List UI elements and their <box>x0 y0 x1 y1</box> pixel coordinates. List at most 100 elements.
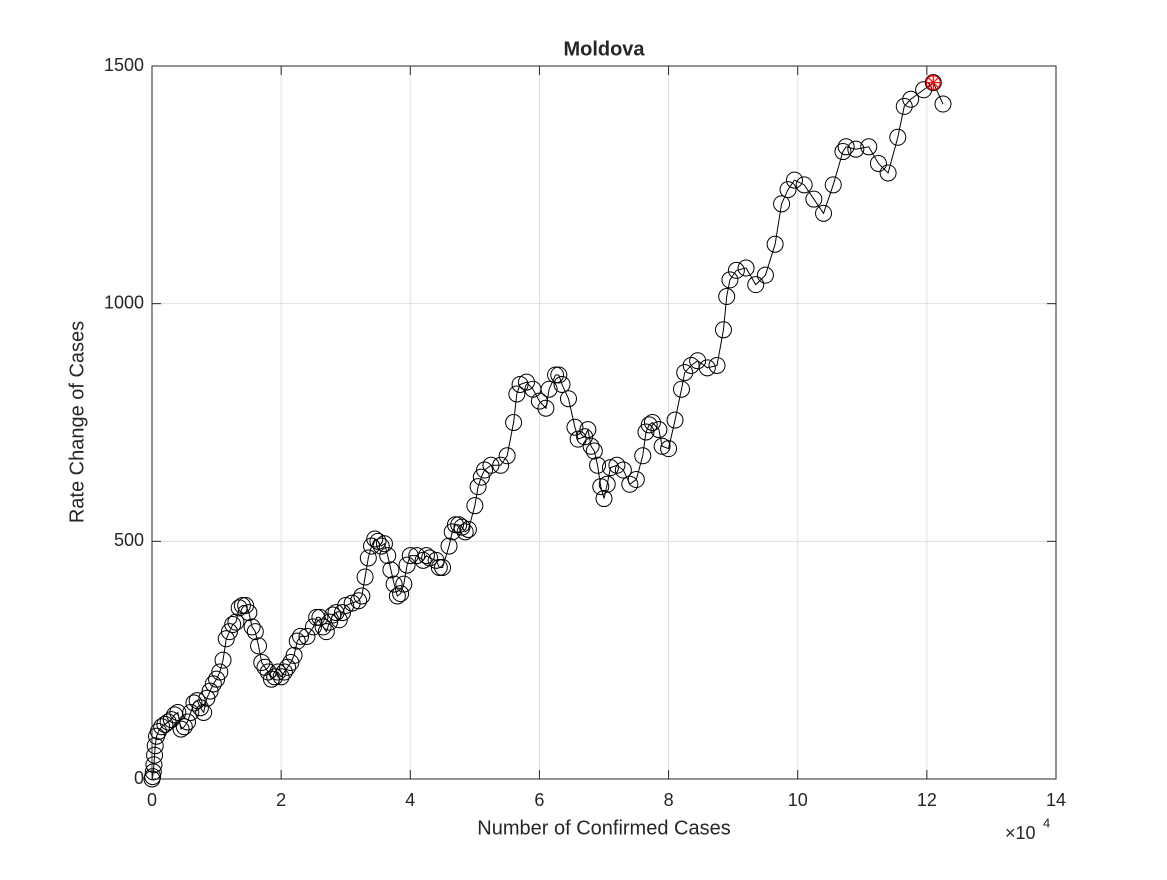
data-point <box>889 128 907 146</box>
data-point <box>592 478 610 496</box>
data-point <box>272 668 290 686</box>
data-point <box>288 632 306 650</box>
data-point <box>269 663 287 681</box>
data-point <box>353 587 371 605</box>
data-point <box>285 646 303 664</box>
x-tick-label: 4 <box>405 790 415 810</box>
data-point <box>240 604 258 622</box>
data-point <box>453 518 471 536</box>
data-point <box>589 456 607 474</box>
data-point <box>637 423 655 441</box>
data-point <box>195 703 213 721</box>
data-point <box>230 599 248 617</box>
data-point <box>253 654 271 672</box>
data-point <box>211 663 229 681</box>
data-point <box>627 471 645 489</box>
data-point <box>869 154 887 172</box>
data-point <box>824 176 842 194</box>
data-point <box>427 551 445 569</box>
data-point <box>766 235 784 253</box>
data-point <box>379 547 397 565</box>
data-point <box>366 530 384 548</box>
data-point <box>505 414 523 431</box>
y-tick-label: 1500 <box>104 55 144 75</box>
data-point <box>317 623 335 641</box>
data-point <box>450 516 468 534</box>
data-point <box>459 520 477 538</box>
data-point <box>508 385 526 403</box>
y-tick-label: 0 <box>134 768 144 788</box>
data-point <box>430 558 448 576</box>
data-point <box>375 535 393 553</box>
data-point <box>537 399 555 417</box>
data-point <box>434 558 452 576</box>
y-axis-label: Rate Change of Cases <box>66 321 88 523</box>
data-point <box>895 97 913 115</box>
data-point <box>708 356 726 374</box>
data-point <box>145 756 163 774</box>
data-point <box>582 437 600 455</box>
data-point <box>146 746 164 764</box>
data-point <box>350 592 368 610</box>
data-point <box>327 604 345 622</box>
data-point <box>650 421 668 439</box>
data-point <box>369 532 387 550</box>
data-point <box>208 670 226 688</box>
data-point <box>595 490 613 508</box>
plot <box>143 74 952 788</box>
data-point <box>698 359 716 377</box>
data-point <box>756 266 774 284</box>
data-point <box>392 585 410 603</box>
data-point <box>395 575 413 593</box>
data-point <box>666 411 684 429</box>
data-point <box>860 138 878 156</box>
y-tick-label: 500 <box>114 530 144 550</box>
data-point <box>372 537 390 555</box>
data-point <box>718 288 736 306</box>
data-point <box>598 475 616 493</box>
data-point <box>414 551 432 569</box>
data-point <box>304 618 322 636</box>
data-point <box>834 143 852 161</box>
x-tick-label: 12 <box>917 790 937 810</box>
data-point <box>214 651 232 669</box>
data-point <box>220 623 238 641</box>
data-point <box>902 90 920 108</box>
data-point <box>676 364 694 382</box>
data-point <box>179 713 197 731</box>
data-point <box>446 516 464 534</box>
highlight-point <box>925 75 941 91</box>
data-point <box>934 95 952 113</box>
data-point <box>530 392 548 410</box>
data-point <box>324 606 342 624</box>
data-point <box>795 176 813 194</box>
data-point <box>227 613 245 631</box>
data-point <box>224 616 242 634</box>
data-point <box>482 456 500 474</box>
data-point <box>727 261 745 279</box>
data-point <box>398 556 416 574</box>
data-point <box>714 321 732 339</box>
data-point <box>330 611 348 629</box>
data-point <box>672 380 690 398</box>
data-point <box>608 456 626 474</box>
data-point <box>337 597 355 615</box>
x-tick-label: 2 <box>276 790 286 810</box>
data-point <box>585 442 603 460</box>
data-point <box>233 597 251 615</box>
data-point <box>172 720 190 738</box>
data-point <box>262 670 280 688</box>
data-point <box>159 713 177 731</box>
data-point <box>472 468 490 486</box>
data-point <box>847 140 865 158</box>
x-multiplier-exponent: 4 <box>1043 815 1050 830</box>
data-point <box>298 627 316 645</box>
data-point <box>540 380 558 398</box>
data-point <box>343 594 361 612</box>
data-point <box>779 181 797 199</box>
data-point <box>518 373 536 391</box>
data-point <box>250 637 268 655</box>
data-point <box>440 537 458 555</box>
data-point <box>466 497 484 515</box>
